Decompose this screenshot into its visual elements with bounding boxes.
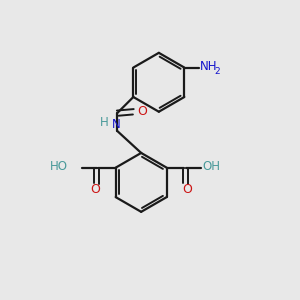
Text: NH: NH [200, 60, 217, 73]
Text: H: H [100, 116, 108, 129]
Text: N: N [112, 118, 121, 130]
Text: 2: 2 [214, 68, 220, 76]
Text: HO: HO [50, 160, 68, 173]
Text: OH: OH [202, 160, 220, 173]
Text: O: O [90, 183, 100, 196]
Text: O: O [182, 183, 192, 196]
Text: O: O [137, 105, 147, 118]
